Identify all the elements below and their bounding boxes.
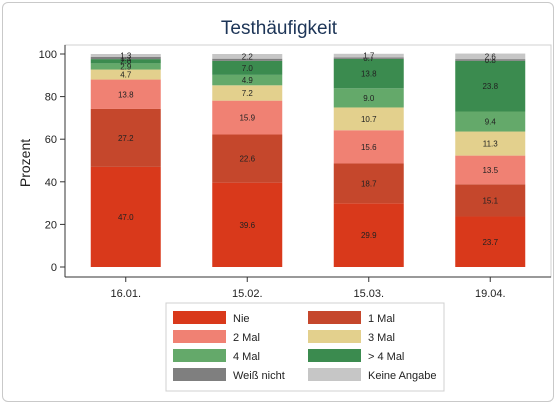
bar-segment <box>212 58 283 61</box>
legend-label: > 4 Mal <box>368 351 404 363</box>
bar-segment-label: 27.2 <box>118 134 134 143</box>
bar-segment <box>333 57 404 59</box>
bar-segment-label: 7.2 <box>242 89 254 98</box>
bar-segment <box>212 100 283 135</box>
legend-label: Weiß nicht <box>233 370 285 382</box>
bar-segment <box>455 60 526 112</box>
chart-frame: Testhäufigkeit Prozent 0 20 40 60 80 100 16.0… <box>2 2 554 402</box>
bar-segment <box>455 184 526 217</box>
bar-segment <box>455 59 526 61</box>
bar-segment <box>455 111 526 132</box>
y-tick-label: 80 <box>45 92 57 104</box>
bar-segment-label: 39.6 <box>239 221 255 230</box>
bar-segment-label: 0.7 <box>363 54 375 63</box>
bar-segment-label: 13.8 <box>118 90 134 99</box>
x-tick-label: 19.04. <box>475 288 506 300</box>
y-tick-label: 0 <box>51 262 57 274</box>
bar-segment-label: 7.0 <box>242 64 254 73</box>
bar-segment-label: 15.1 <box>482 196 498 205</box>
bar-segment-label: 2.9 <box>120 62 132 71</box>
bar-segment <box>455 53 526 60</box>
legend-label: Keine Angabe <box>368 370 437 382</box>
bar-segment-label: 13.8 <box>361 70 377 79</box>
bar-segment <box>212 85 283 101</box>
legend: Nie 1 Mal 2 Mal 3 Mal 4 Mal > 4 Mal Weiß nicht… <box>173 311 437 382</box>
bar-segment <box>90 56 161 60</box>
bar-segment-label: 18.7 <box>361 179 377 188</box>
stacked-bar-chart: Testhäufigkeit Prozent 0 20 40 60 80 100 16.0… <box>17 18 552 392</box>
bar-segment-label: 13.5 <box>482 166 498 175</box>
bar-segment <box>333 130 404 164</box>
legend-swatch <box>308 368 361 381</box>
y-tick-label: 20 <box>45 219 57 231</box>
bar-segment <box>455 155 526 185</box>
bar-segment <box>333 88 404 108</box>
bar-segment-label: 29.9 <box>361 231 377 240</box>
bar-segment-label: 23.8 <box>482 82 498 91</box>
bar-segment-label: 11.3 <box>483 140 499 149</box>
x-axis: 16.01. 15.02. 15.03. 19.04. <box>65 276 551 300</box>
bar-segment-label: 1.7 <box>363 52 375 61</box>
x-tick-label: 15.02. <box>232 288 263 300</box>
y-tick-label: 40 <box>45 177 57 189</box>
bar-segment <box>90 108 161 167</box>
bars: 47.0 27.2 13.8 4.72.92.01.11.3 39.6 22.6 15.9 7… <box>90 51 526 267</box>
bar-segment-label: 0.8 <box>485 56 497 65</box>
chart-title: Testhäufigkeit <box>221 18 338 39</box>
bar-segment <box>333 107 404 131</box>
legend-label: 2 Mal <box>233 332 260 344</box>
y-axis: 0 20 40 60 80 100 <box>39 45 66 277</box>
bar-segment <box>333 58 404 89</box>
bar-segment <box>90 59 161 64</box>
bar-segment <box>212 54 283 59</box>
legend-label: Nie <box>233 313 250 325</box>
legend-swatch <box>308 330 361 343</box>
bar-segment-label: 10.7 <box>361 115 377 124</box>
bar-segment-label: 22.6 <box>239 155 255 164</box>
legend-swatch <box>173 368 226 381</box>
legend-swatch <box>173 311 226 324</box>
bar-segment-label: 2.0 <box>120 57 132 66</box>
legend-label: 3 Mal <box>368 332 395 344</box>
bar-segment-label: 4.9 <box>242 76 254 85</box>
bar-segment <box>455 216 526 267</box>
bar-segment-label: 47.0 <box>118 213 134 222</box>
bar-segment-label: 1.3 <box>120 51 132 60</box>
bar-segment <box>212 134 283 183</box>
bar-segment-label: 2.6 <box>485 52 497 61</box>
y-tick-label: 60 <box>45 134 57 146</box>
legend-label: 4 Mal <box>233 351 260 363</box>
bar-segment <box>212 60 283 75</box>
legend-swatch <box>173 349 226 362</box>
legend-label: 1 Mal <box>368 313 395 325</box>
y-axis-title: Prozent <box>17 139 33 187</box>
bar-segment <box>333 53 404 58</box>
bar-segment <box>90 79 161 109</box>
bar-segment-label: 4.7 <box>120 71 132 80</box>
legend-swatch <box>308 349 361 362</box>
bar-segment-label: 15.6 <box>361 143 377 152</box>
x-tick-label: 15.03. <box>353 288 384 300</box>
bar-segment <box>90 63 161 70</box>
bar-segment <box>455 131 526 156</box>
bar-segment <box>333 203 404 267</box>
bar-segment <box>90 69 161 80</box>
bar-segment <box>212 182 283 267</box>
x-tick-label: 16.01. <box>110 288 141 300</box>
bar-segment-label: 15.9 <box>239 114 255 123</box>
bar-segment <box>212 74 283 86</box>
legend-swatch <box>308 311 361 324</box>
bar-segment-label: 1.1 <box>120 54 132 63</box>
bar-segment <box>333 163 404 204</box>
bar-segment-label: 9.4 <box>485 118 497 127</box>
bar-segment-label: 9.0 <box>363 94 375 103</box>
bar-segment <box>90 54 161 57</box>
legend-swatch <box>173 330 226 343</box>
bar-segment-label: 2.2 <box>242 52 254 61</box>
bar-segment <box>90 166 161 267</box>
bar-segment-label: 23.7 <box>482 238 498 247</box>
y-tick-label: 100 <box>39 49 57 61</box>
